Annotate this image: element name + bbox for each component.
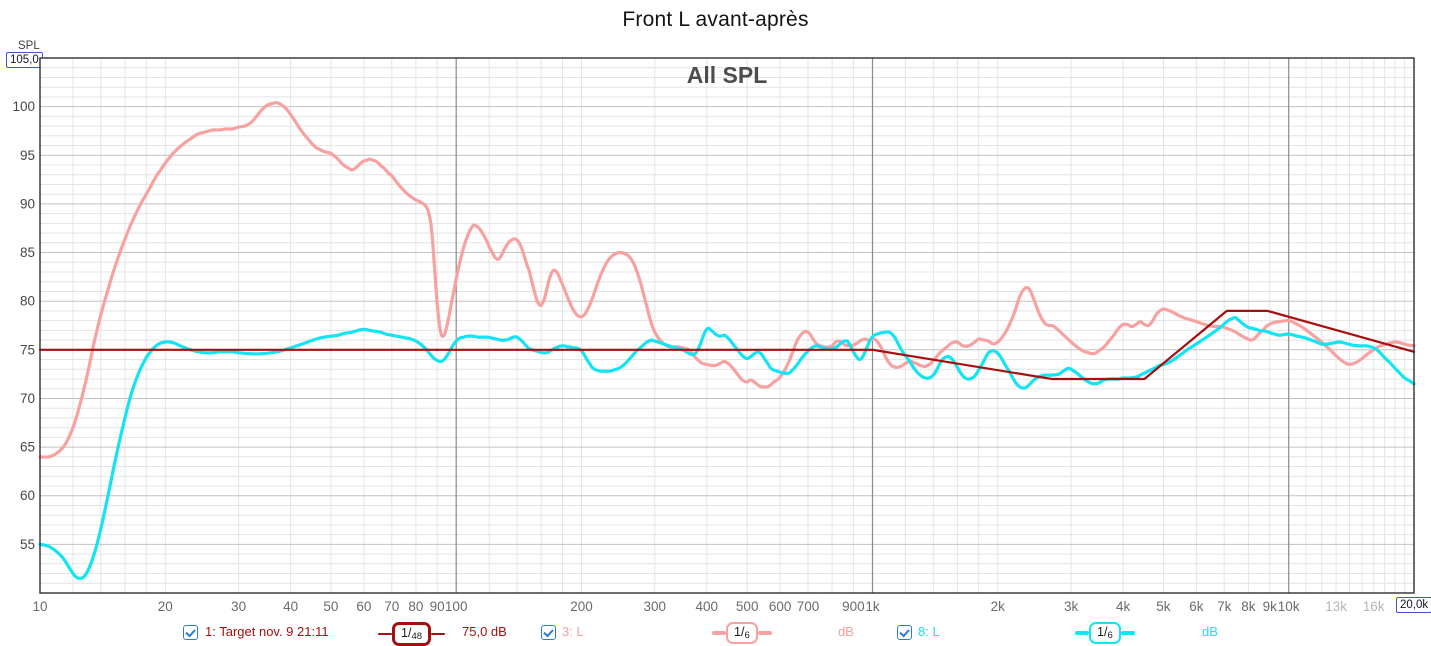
- x-tick-label: 60: [356, 599, 371, 614]
- page-title: Front L avant-après: [622, 8, 809, 31]
- legend-value-after: dB: [1202, 624, 1218, 639]
- trace-style-line: [431, 632, 446, 636]
- x-tick-label: 400: [696, 599, 719, 614]
- x-tick-label: 90: [430, 599, 445, 614]
- series-target-line: [38, 309, 1416, 381]
- x-tick-label: 20: [158, 599, 173, 614]
- smoothing-denominator: 48: [411, 631, 423, 642]
- trace-style-line: [1075, 631, 1089, 635]
- y-tick-label: 85: [20, 245, 35, 260]
- smoothing-numerator: 1/: [734, 625, 745, 639]
- x-tick-label: 9k: [1263, 599, 1278, 614]
- x-tick-label: 40: [283, 599, 298, 614]
- x-tick-label: 10k: [1278, 599, 1300, 614]
- x-tick-label: 13k: [1325, 599, 1347, 614]
- y-tick-label: 60: [20, 488, 35, 503]
- x-tick-label: 70: [384, 599, 399, 614]
- legend-value-before: dB: [838, 624, 854, 639]
- series-before-line: [38, 101, 1416, 459]
- x-tick-label: 80: [408, 599, 423, 614]
- gridlines-minor-vertical: [72, 58, 1406, 593]
- y-tick-label: 100: [12, 99, 35, 114]
- smoothing-numerator: 1/: [401, 626, 412, 640]
- trace-style-line: [378, 632, 392, 636]
- x-tick-label: 7k: [1217, 599, 1232, 614]
- smoothing-numerator: 1/: [1097, 625, 1108, 639]
- trace-style-line: [1120, 631, 1135, 635]
- x-tick-label: 2k: [991, 599, 1006, 614]
- x-tick-label: 4k: [1116, 599, 1131, 614]
- y-tick-label: 65: [20, 440, 35, 455]
- plot-background: [40, 58, 1414, 593]
- x-max-field[interactable]: 20,0k: [1396, 597, 1431, 613]
- x-tick-label: 500: [736, 599, 759, 614]
- smoothing-denominator: 6: [1107, 630, 1113, 641]
- smoothing-denominator: 6: [744, 630, 750, 641]
- x-tick-label: 10: [32, 599, 47, 614]
- y-tick-label: 70: [20, 391, 35, 406]
- x-tick-label: 50: [323, 599, 338, 614]
- legend-checkbox-after[interactable]: [897, 625, 912, 640]
- trace-style-line: [712, 631, 726, 635]
- x-tick-label: 200: [570, 599, 593, 614]
- legend-checkbox-target[interactable]: [183, 625, 198, 640]
- smoothing-control-after[interactable]: 1/6: [1075, 622, 1135, 644]
- x-tick-label: 700: [797, 599, 820, 614]
- legend-value-target: 75,0 dB: [462, 624, 507, 639]
- y-tick-label: 75: [20, 342, 35, 357]
- legend-label-before[interactable]: 3: L: [562, 624, 584, 639]
- legend-checkbox-before[interactable]: [541, 625, 556, 640]
- x-tick-label: 600: [769, 599, 792, 614]
- y-tick-label: 90: [20, 196, 35, 211]
- y-tick-label: 80: [20, 294, 35, 309]
- gridlines-minor-horizontal: [40, 67, 1414, 584]
- x-tick-label: 3k: [1064, 599, 1079, 614]
- x-tick-label: 6k: [1189, 599, 1204, 614]
- x-tick-label: 16k: [1363, 599, 1385, 614]
- x-tick-label: 300: [644, 599, 667, 614]
- x-tick-label: 1k: [865, 599, 880, 614]
- trace-style-line: [757, 631, 772, 635]
- y-tick-label: 55: [20, 537, 35, 552]
- legend-label-after[interactable]: 8: L: [918, 624, 940, 639]
- chart-heading: All SPL: [686, 62, 768, 88]
- plot-border: [39, 57, 1415, 594]
- legend-label-target[interactable]: 1: Target nov. 9 21:11: [205, 624, 329, 639]
- y-tick-label: 95: [20, 148, 35, 163]
- smoothing-control-target[interactable]: 1/48: [378, 622, 446, 646]
- x-tick-label: 30: [231, 599, 246, 614]
- smoothing-control-before[interactable]: 1/6: [712, 622, 772, 644]
- y-axis-name: SPL: [18, 40, 40, 52]
- x-tick-label: 100: [445, 599, 468, 614]
- x-tick-label: 900: [842, 599, 865, 614]
- legend: 1: Target nov. 9 21:11 1/48 75,0 dB 3: L…: [0, 620, 1431, 646]
- x-tick-label: 8k: [1241, 599, 1256, 614]
- gridlines-decade-vertical: [455, 58, 1290, 593]
- x-tick-label: 5k: [1156, 599, 1171, 614]
